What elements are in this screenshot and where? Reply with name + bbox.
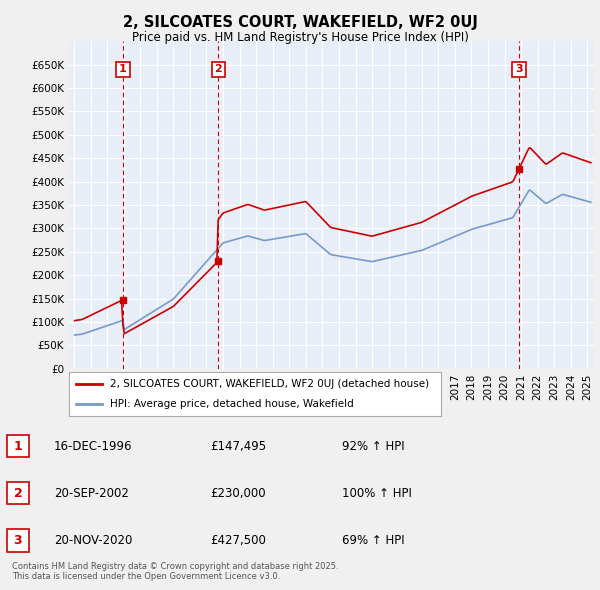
Text: HPI: Average price, detached house, Wakefield: HPI: Average price, detached house, Wake…: [110, 399, 353, 408]
Text: Price paid vs. HM Land Registry's House Price Index (HPI): Price paid vs. HM Land Registry's House …: [131, 31, 469, 44]
Text: £147,495: £147,495: [210, 440, 266, 453]
Text: 100% ↑ HPI: 100% ↑ HPI: [342, 487, 412, 500]
Text: 3: 3: [14, 534, 22, 547]
Text: 69% ↑ HPI: 69% ↑ HPI: [342, 534, 404, 547]
Text: 2: 2: [214, 64, 222, 74]
Text: 2: 2: [14, 487, 22, 500]
Text: 2, SILCOATES COURT, WAKEFIELD, WF2 0UJ: 2, SILCOATES COURT, WAKEFIELD, WF2 0UJ: [122, 15, 478, 30]
Text: 3: 3: [515, 64, 523, 74]
Text: 92% ↑ HPI: 92% ↑ HPI: [342, 440, 404, 453]
Text: 2, SILCOATES COURT, WAKEFIELD, WF2 0UJ (detached house): 2, SILCOATES COURT, WAKEFIELD, WF2 0UJ (…: [110, 379, 429, 389]
Text: 1: 1: [119, 64, 127, 74]
Text: 1: 1: [14, 440, 22, 453]
Text: 20-SEP-2002: 20-SEP-2002: [54, 487, 129, 500]
Text: 20-NOV-2020: 20-NOV-2020: [54, 534, 133, 547]
Text: 16-DEC-1996: 16-DEC-1996: [54, 440, 133, 453]
Text: Contains HM Land Registry data © Crown copyright and database right 2025.
This d: Contains HM Land Registry data © Crown c…: [12, 562, 338, 581]
Text: £427,500: £427,500: [210, 534, 266, 547]
Text: £230,000: £230,000: [210, 487, 266, 500]
